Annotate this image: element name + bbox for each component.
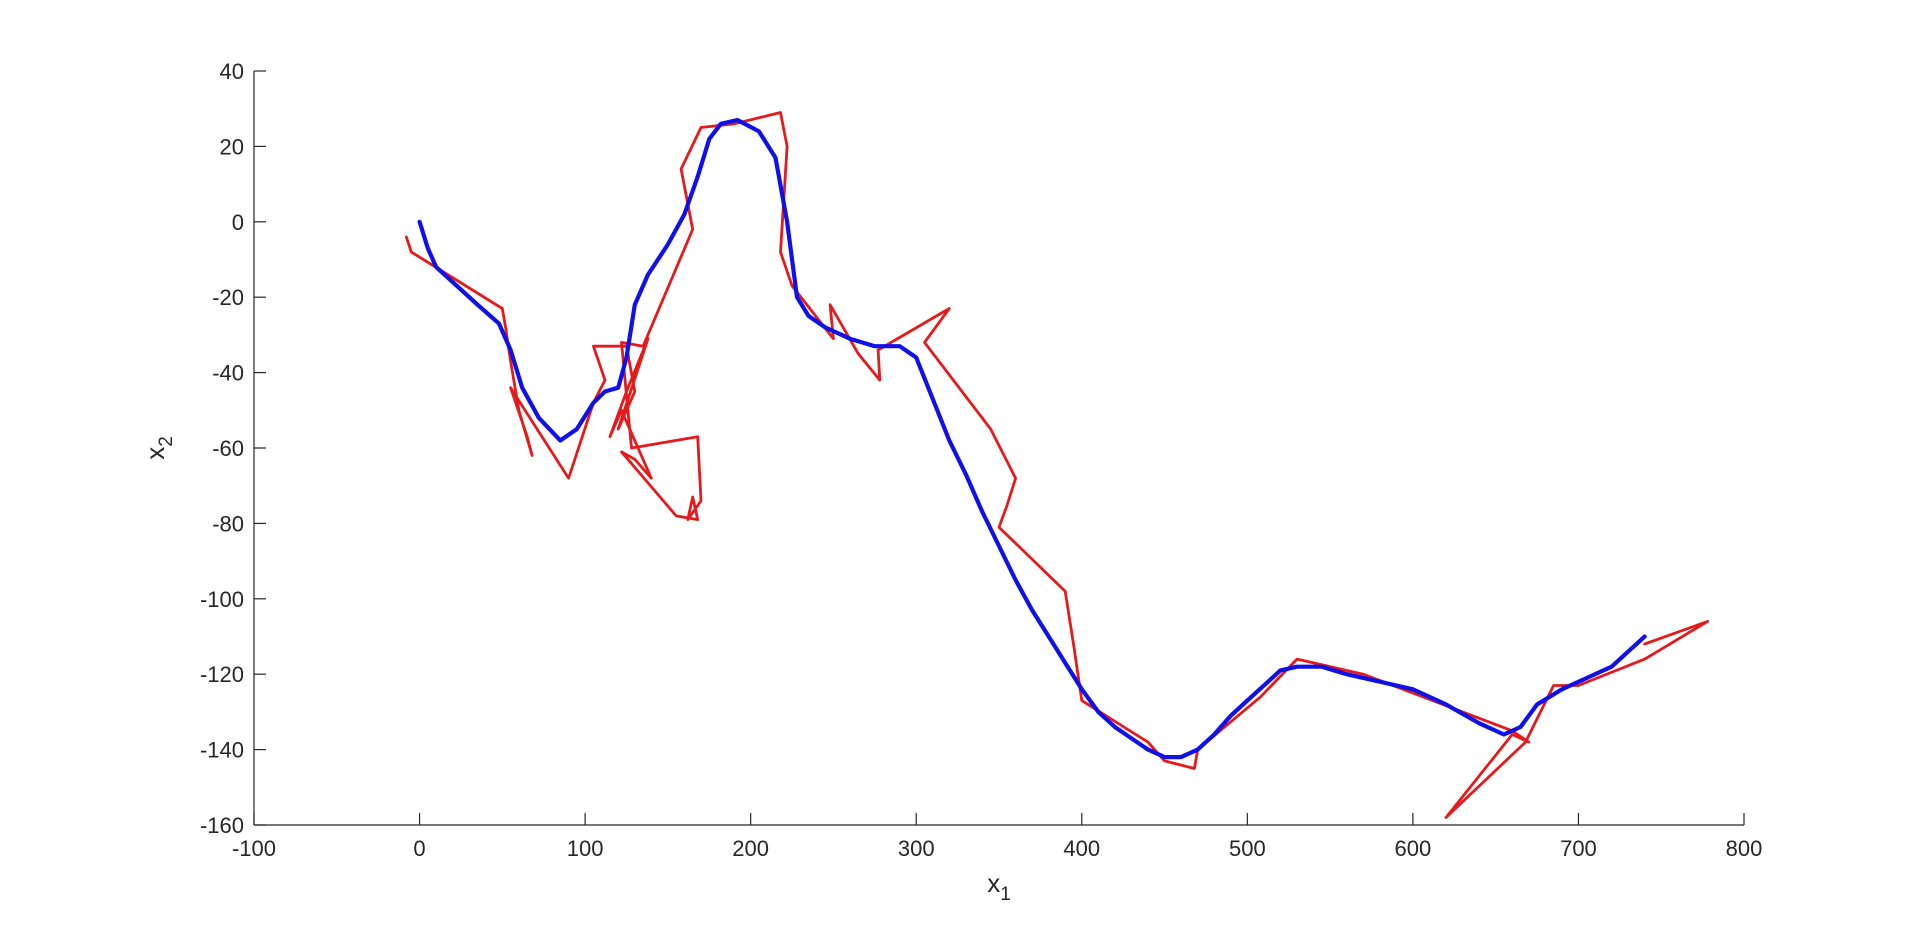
x-tick-label: 300 bbox=[898, 836, 935, 861]
series-layer bbox=[404, 111, 1709, 819]
series-line-2 bbox=[417, 117, 1647, 760]
y-tick-label: -20 bbox=[212, 285, 244, 310]
y-tick-label: -100 bbox=[200, 587, 244, 612]
y-axis-label-subscript: 2 bbox=[156, 436, 177, 447]
x-tick-label: 800 bbox=[1726, 836, 1763, 861]
x-tick-label: 500 bbox=[1229, 836, 1266, 861]
y-tick-label: -120 bbox=[200, 662, 244, 687]
x-axis-label-main: x bbox=[987, 868, 1000, 898]
x-tick-label: -100 bbox=[232, 836, 276, 861]
x-axis-label-subscript: 1 bbox=[1000, 884, 1011, 905]
y-axis-label: x2 bbox=[140, 436, 177, 460]
y-tick-label: -60 bbox=[212, 436, 244, 461]
y-tick-label: -160 bbox=[200, 813, 244, 838]
y-axis-label-main: x bbox=[140, 447, 170, 460]
y-tick-label: 0 bbox=[232, 210, 244, 235]
x-tick-label: 200 bbox=[732, 836, 769, 861]
x-axis-label: x1 bbox=[987, 868, 1011, 905]
x-tick-label: 700 bbox=[1560, 836, 1597, 861]
x-ticks: -100 0 100 200 300 400 500 600 700 800 bbox=[232, 813, 1762, 861]
y-tick-label: -40 bbox=[212, 361, 244, 386]
y-tick-label: 40 bbox=[220, 59, 244, 84]
x-tick-label: 0 bbox=[413, 836, 425, 861]
y-ticks: -160 -140 -120 -100 -80 -60 -40 -20 0 20 40 bbox=[200, 59, 266, 838]
series-line-1 bbox=[404, 111, 1709, 819]
y-tick-label: 20 bbox=[220, 134, 244, 159]
x-tick-label: 400 bbox=[1063, 836, 1100, 861]
x-tick-label: 600 bbox=[1395, 836, 1432, 861]
y-tick-label: -140 bbox=[200, 738, 244, 763]
y-tick-label: -80 bbox=[212, 511, 244, 536]
x-tick-label: 100 bbox=[567, 836, 604, 861]
